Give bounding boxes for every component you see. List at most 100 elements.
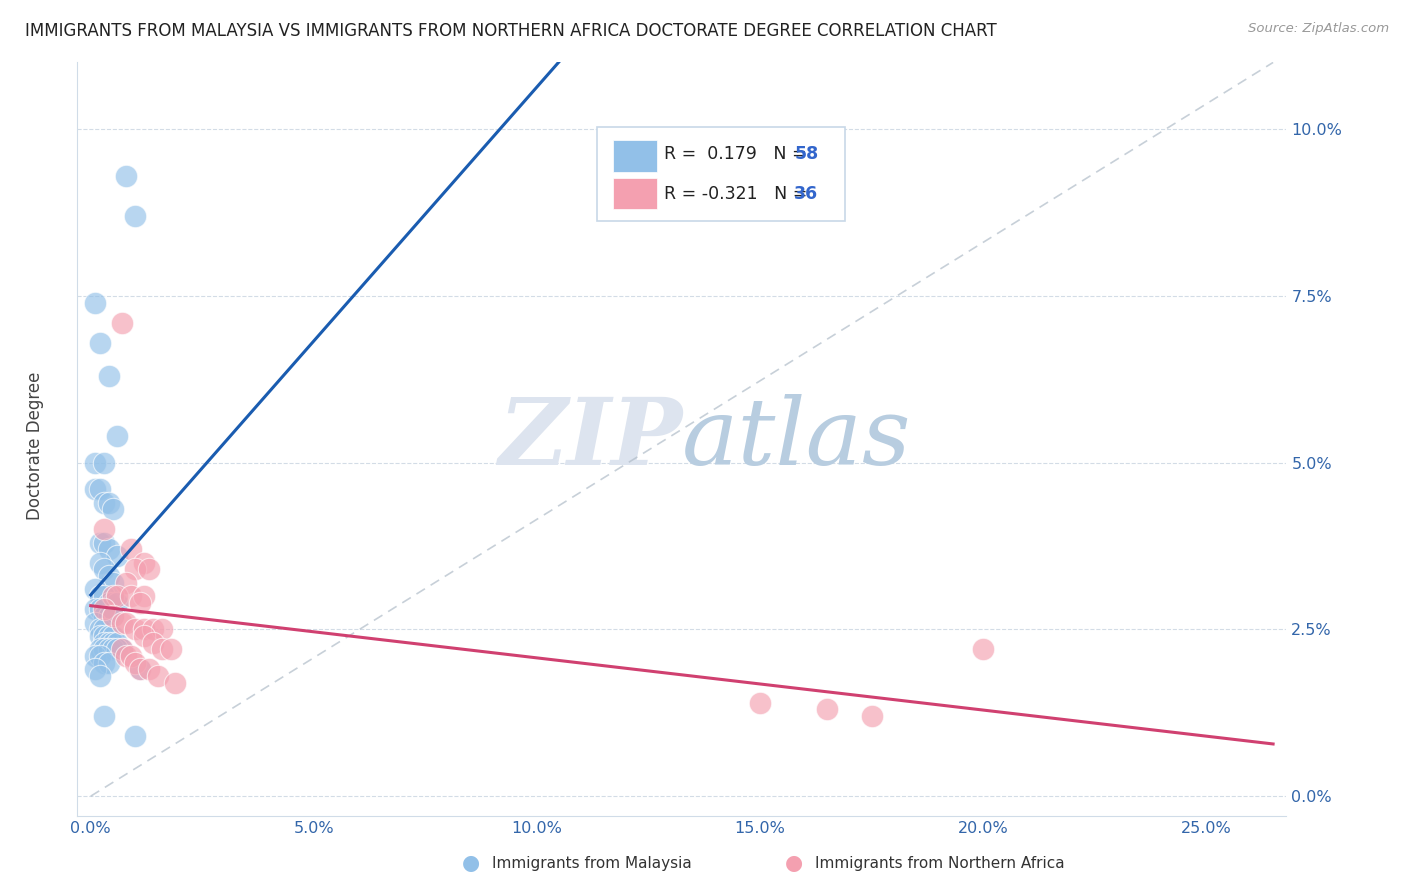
Point — [93, 456, 115, 470]
Point — [107, 589, 129, 603]
Text: R = -0.321   N =: R = -0.321 N = — [664, 185, 813, 202]
Point — [128, 662, 150, 676]
Point — [115, 575, 138, 590]
Point — [111, 615, 134, 630]
Point — [93, 602, 115, 616]
Point — [134, 623, 156, 637]
Point — [115, 615, 138, 630]
Point — [89, 483, 111, 497]
Point — [84, 483, 107, 497]
FancyBboxPatch shape — [598, 127, 845, 220]
Point — [107, 642, 129, 657]
Point — [84, 582, 107, 597]
Text: ZIP: ZIP — [498, 394, 682, 484]
Point — [111, 316, 134, 330]
Point — [93, 636, 115, 650]
Text: ●: ● — [786, 854, 803, 873]
Point — [101, 609, 124, 624]
Point — [84, 662, 107, 676]
Point — [124, 729, 146, 743]
Point — [97, 569, 120, 583]
Point — [134, 556, 156, 570]
Point — [93, 623, 115, 637]
Point — [89, 335, 111, 350]
Point — [128, 662, 150, 676]
Text: Doctorate Degree: Doctorate Degree — [27, 372, 44, 520]
Point — [972, 642, 994, 657]
Text: R =  0.179   N =: R = 0.179 N = — [664, 145, 811, 163]
Point — [84, 602, 107, 616]
Point — [150, 642, 173, 657]
Point — [93, 709, 115, 723]
Text: atlas: atlas — [682, 394, 911, 484]
Point — [138, 562, 160, 576]
Point — [150, 623, 173, 637]
Point — [101, 609, 124, 624]
Point — [97, 609, 120, 624]
Point — [97, 636, 120, 650]
Point — [101, 502, 124, 516]
Point — [101, 629, 124, 643]
Point — [815, 702, 838, 716]
Text: Immigrants from Northern Africa: Immigrants from Northern Africa — [815, 856, 1066, 871]
Point — [134, 589, 156, 603]
Text: 36: 36 — [794, 185, 818, 202]
Point — [101, 636, 124, 650]
Point — [97, 642, 120, 657]
Point — [107, 549, 129, 563]
Point — [93, 656, 115, 670]
Point — [120, 589, 142, 603]
Point — [107, 636, 129, 650]
Text: ●: ● — [463, 854, 479, 873]
Point — [93, 642, 115, 657]
Point — [142, 636, 165, 650]
Point — [120, 649, 142, 664]
Point — [84, 295, 107, 310]
Point — [101, 589, 124, 603]
Point — [84, 615, 107, 630]
Point — [97, 629, 120, 643]
Point — [89, 623, 111, 637]
Point — [128, 596, 150, 610]
Point — [97, 496, 120, 510]
Text: 58: 58 — [794, 145, 818, 163]
Point — [89, 535, 111, 549]
Point — [93, 562, 115, 576]
Point — [120, 542, 142, 557]
Point — [93, 629, 115, 643]
Point — [749, 696, 772, 710]
Point — [101, 596, 124, 610]
FancyBboxPatch shape — [613, 178, 657, 210]
Point — [93, 496, 115, 510]
Point — [115, 169, 138, 183]
Point — [93, 535, 115, 549]
Point — [134, 629, 156, 643]
Point — [93, 609, 115, 624]
Point — [89, 629, 111, 643]
Point — [84, 456, 107, 470]
Point — [107, 596, 129, 610]
Point — [89, 669, 111, 683]
Text: Source: ZipAtlas.com: Source: ZipAtlas.com — [1249, 22, 1389, 36]
Point — [97, 368, 120, 383]
Point — [124, 623, 146, 637]
Point — [111, 642, 134, 657]
Point — [160, 642, 183, 657]
Point — [124, 562, 146, 576]
Point — [97, 596, 120, 610]
Point — [860, 709, 883, 723]
Point — [165, 675, 187, 690]
Point — [89, 589, 111, 603]
Point — [146, 669, 169, 683]
Point — [97, 656, 120, 670]
Point — [138, 662, 160, 676]
Text: Immigrants from Malaysia: Immigrants from Malaysia — [492, 856, 692, 871]
Point — [124, 209, 146, 223]
Point — [89, 602, 111, 616]
Point — [97, 542, 120, 557]
Point — [101, 642, 124, 657]
Point — [89, 642, 111, 657]
Point — [93, 522, 115, 536]
FancyBboxPatch shape — [613, 140, 657, 172]
Point — [115, 649, 138, 664]
